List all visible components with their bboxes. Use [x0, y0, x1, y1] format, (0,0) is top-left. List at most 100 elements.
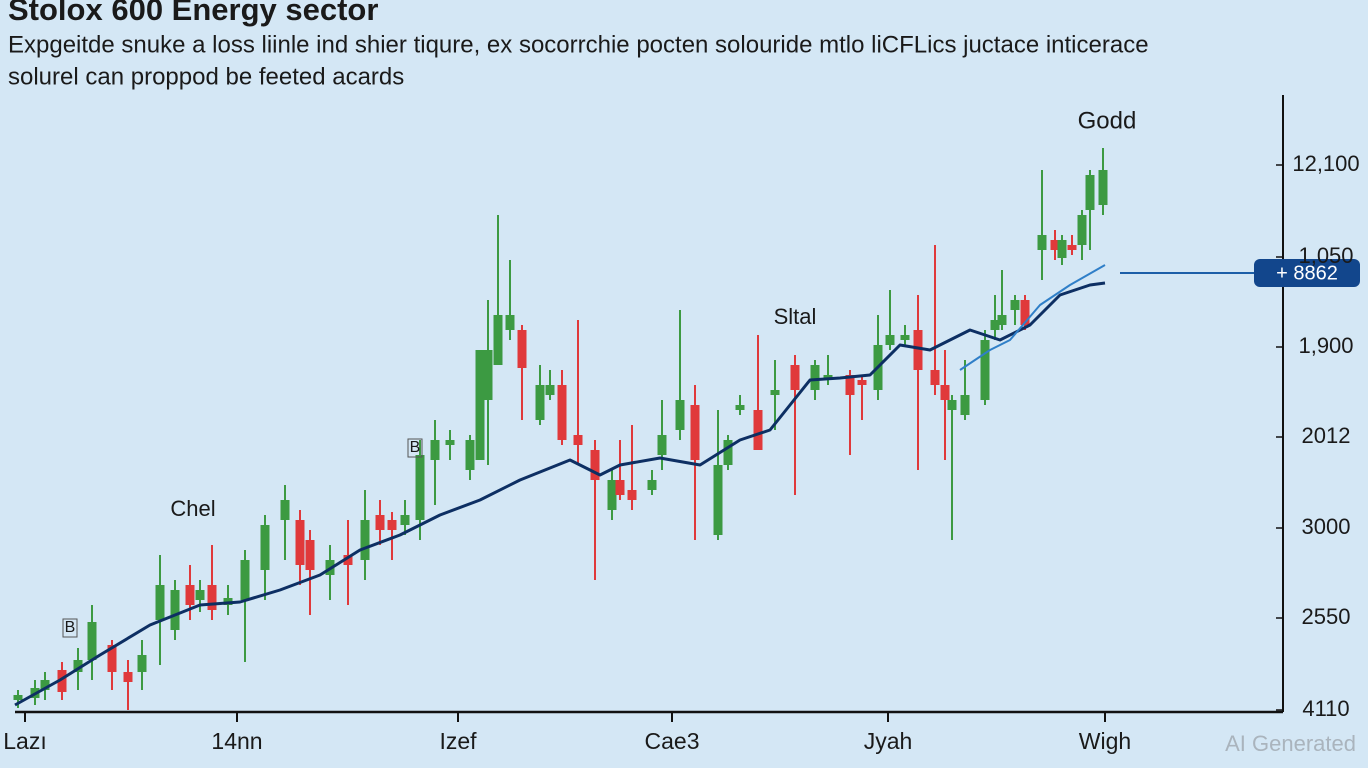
candle-body	[735, 405, 745, 410]
annotation: B	[65, 619, 76, 636]
candle-body	[535, 385, 545, 420]
x-tick-label: Jyah	[864, 728, 913, 754]
candle-body	[1010, 300, 1020, 310]
candle-body	[295, 520, 305, 565]
chart-title: Stolox 600 Energy sector	[8, 0, 378, 27]
candle-body	[810, 365, 820, 390]
candle-body	[360, 520, 370, 560]
candle-body	[57, 670, 67, 692]
candle-body	[647, 480, 657, 490]
annotation: Godd	[1078, 107, 1137, 134]
candle-body	[517, 330, 527, 368]
x-tick-label: Lazı	[3, 728, 46, 754]
candle-body	[885, 335, 895, 345]
candle-body	[627, 490, 637, 500]
candle-body	[1057, 240, 1067, 258]
candle-body	[960, 395, 970, 415]
annotation: Sltal	[774, 304, 817, 329]
candle-body	[913, 330, 923, 370]
candle-body	[657, 435, 667, 455]
x-tick-label: Wigh	[1079, 728, 1131, 754]
candle-body	[723, 440, 733, 465]
annotation-box	[407, 438, 423, 458]
price-badge-box	[1254, 259, 1360, 287]
candle-body	[185, 585, 195, 605]
candle-body	[713, 465, 723, 535]
candle-body	[557, 385, 567, 440]
candle-body	[980, 340, 990, 400]
candle-body	[930, 370, 940, 385]
subtitle-line: Expgeitde snuke a loss liinle ind shier …	[8, 31, 1149, 58]
candle-body	[1020, 300, 1030, 325]
candle-body	[900, 335, 910, 340]
candle-body	[343, 555, 353, 565]
candle-body	[990, 320, 1000, 330]
candle-body	[73, 660, 83, 672]
candle-body	[240, 560, 250, 600]
x-tick-label: Izef	[439, 728, 477, 754]
y-tick-label: 3000	[1302, 514, 1351, 539]
candle-body	[790, 365, 800, 390]
candle-body	[947, 400, 957, 410]
subtitle-line: solurel can proppod be feeted acards	[8, 63, 404, 90]
candle-body	[590, 450, 600, 480]
price-badge: + 8862	[1276, 262, 1338, 284]
candle-body	[483, 350, 493, 400]
y-tick-label: 4110	[1302, 696, 1349, 721]
candle-body	[475, 350, 485, 460]
candle-body	[155, 585, 165, 620]
watermark: AI Generated	[1225, 731, 1356, 756]
moving-average-line	[959, 264, 1106, 371]
candle-body	[493, 315, 503, 365]
candle-body	[170, 590, 180, 630]
candle-body	[940, 385, 950, 400]
x-tick-label: Cae3	[645, 728, 700, 754]
candle-body	[573, 435, 583, 445]
candle-body	[40, 680, 50, 690]
candle-body	[1067, 245, 1077, 250]
x-tick-label: 14nn	[211, 728, 262, 754]
y-tick-label: 1,050	[1298, 243, 1353, 268]
candle-body	[280, 500, 290, 520]
candle-body	[845, 375, 855, 395]
y-tick-label: 1,900	[1298, 333, 1353, 358]
candle-body	[13, 695, 23, 700]
candle-body	[305, 540, 315, 570]
candle-body	[415, 455, 425, 520]
candle-body	[123, 672, 133, 682]
candle-body	[445, 440, 455, 445]
candle-body	[1077, 215, 1087, 245]
candle-body	[1085, 175, 1095, 210]
candle-body	[770, 390, 780, 395]
moving-average-line	[14, 281, 1106, 707]
candle-body	[87, 622, 97, 660]
annotation-box	[62, 618, 78, 638]
candle-body	[465, 440, 475, 470]
candle-body	[207, 585, 217, 610]
y-tick-label: 12,100	[1292, 151, 1359, 176]
candle-body	[857, 380, 867, 385]
annotation: Chel	[170, 496, 215, 521]
candle-body	[387, 520, 397, 530]
candle-body	[1037, 235, 1047, 250]
candle-body	[607, 480, 617, 510]
annotation: B	[410, 439, 421, 456]
candle-body	[195, 590, 205, 600]
y-tick-label: 2012	[1302, 423, 1351, 448]
candle-body	[1050, 240, 1060, 250]
candle-body	[260, 525, 270, 570]
candle-body	[997, 315, 1007, 325]
candle-body	[137, 655, 147, 672]
candle-body	[505, 315, 515, 330]
candle-body	[1098, 170, 1108, 205]
candle-body	[430, 440, 440, 460]
candle-body	[690, 405, 700, 460]
candle-body	[615, 480, 625, 495]
candle-body	[675, 400, 685, 430]
y-tick-label: 2550	[1302, 604, 1351, 629]
candle-body	[400, 515, 410, 525]
candle-body	[753, 410, 763, 450]
candle-body	[375, 515, 385, 530]
